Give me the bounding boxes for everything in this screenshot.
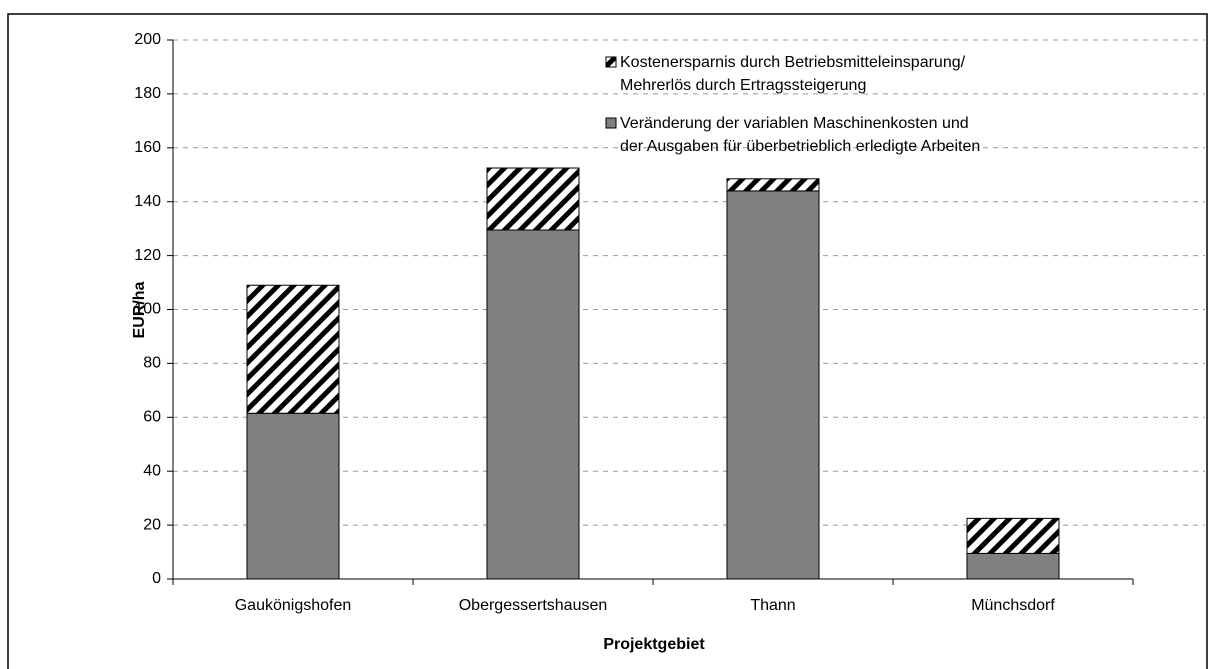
y-tick-label: 200 — [134, 31, 161, 48]
legend-label: Veränderung der variablen Maschinenkoste… — [620, 115, 981, 155]
legend-label: Kostenersparnis durch Betriebsmitteleins… — [620, 54, 966, 94]
legend-swatch — [605, 56, 617, 68]
bar-segment — [966, 517, 1060, 554]
x-tick-label: Obergessertshausen — [459, 597, 608, 614]
y-tick-label: 60 — [143, 409, 161, 426]
x-axis-label: Projektgebiet — [603, 636, 705, 653]
bar-segment — [486, 229, 580, 580]
bar-segment — [726, 178, 820, 192]
x-tick-label: Münchsdorf — [971, 597, 1055, 614]
x-tick-label: Gaukönigshofen — [235, 597, 352, 614]
y-tick-label: 40 — [143, 462, 161, 479]
x-tick-label: Thann — [750, 597, 795, 614]
y-tick-label: 80 — [143, 355, 161, 372]
y-tick-label: 160 — [134, 139, 161, 156]
bar-segment — [246, 284, 340, 414]
bar-segment — [486, 167, 580, 231]
bar-segment — [246, 412, 340, 580]
bar-segment — [966, 552, 1060, 580]
y-tick-label: 100 — [134, 301, 161, 318]
y-tick-label: 0 — [152, 570, 161, 587]
y-tick-label: 120 — [134, 247, 161, 264]
y-tick-label: 180 — [134, 85, 161, 102]
y-tick-label: 20 — [143, 516, 161, 533]
legend-swatch — [605, 117, 617, 129]
y-axis-label: EUR/ha — [131, 281, 148, 338]
bar-segment — [726, 190, 820, 580]
y-tick-label: 140 — [134, 193, 161, 210]
